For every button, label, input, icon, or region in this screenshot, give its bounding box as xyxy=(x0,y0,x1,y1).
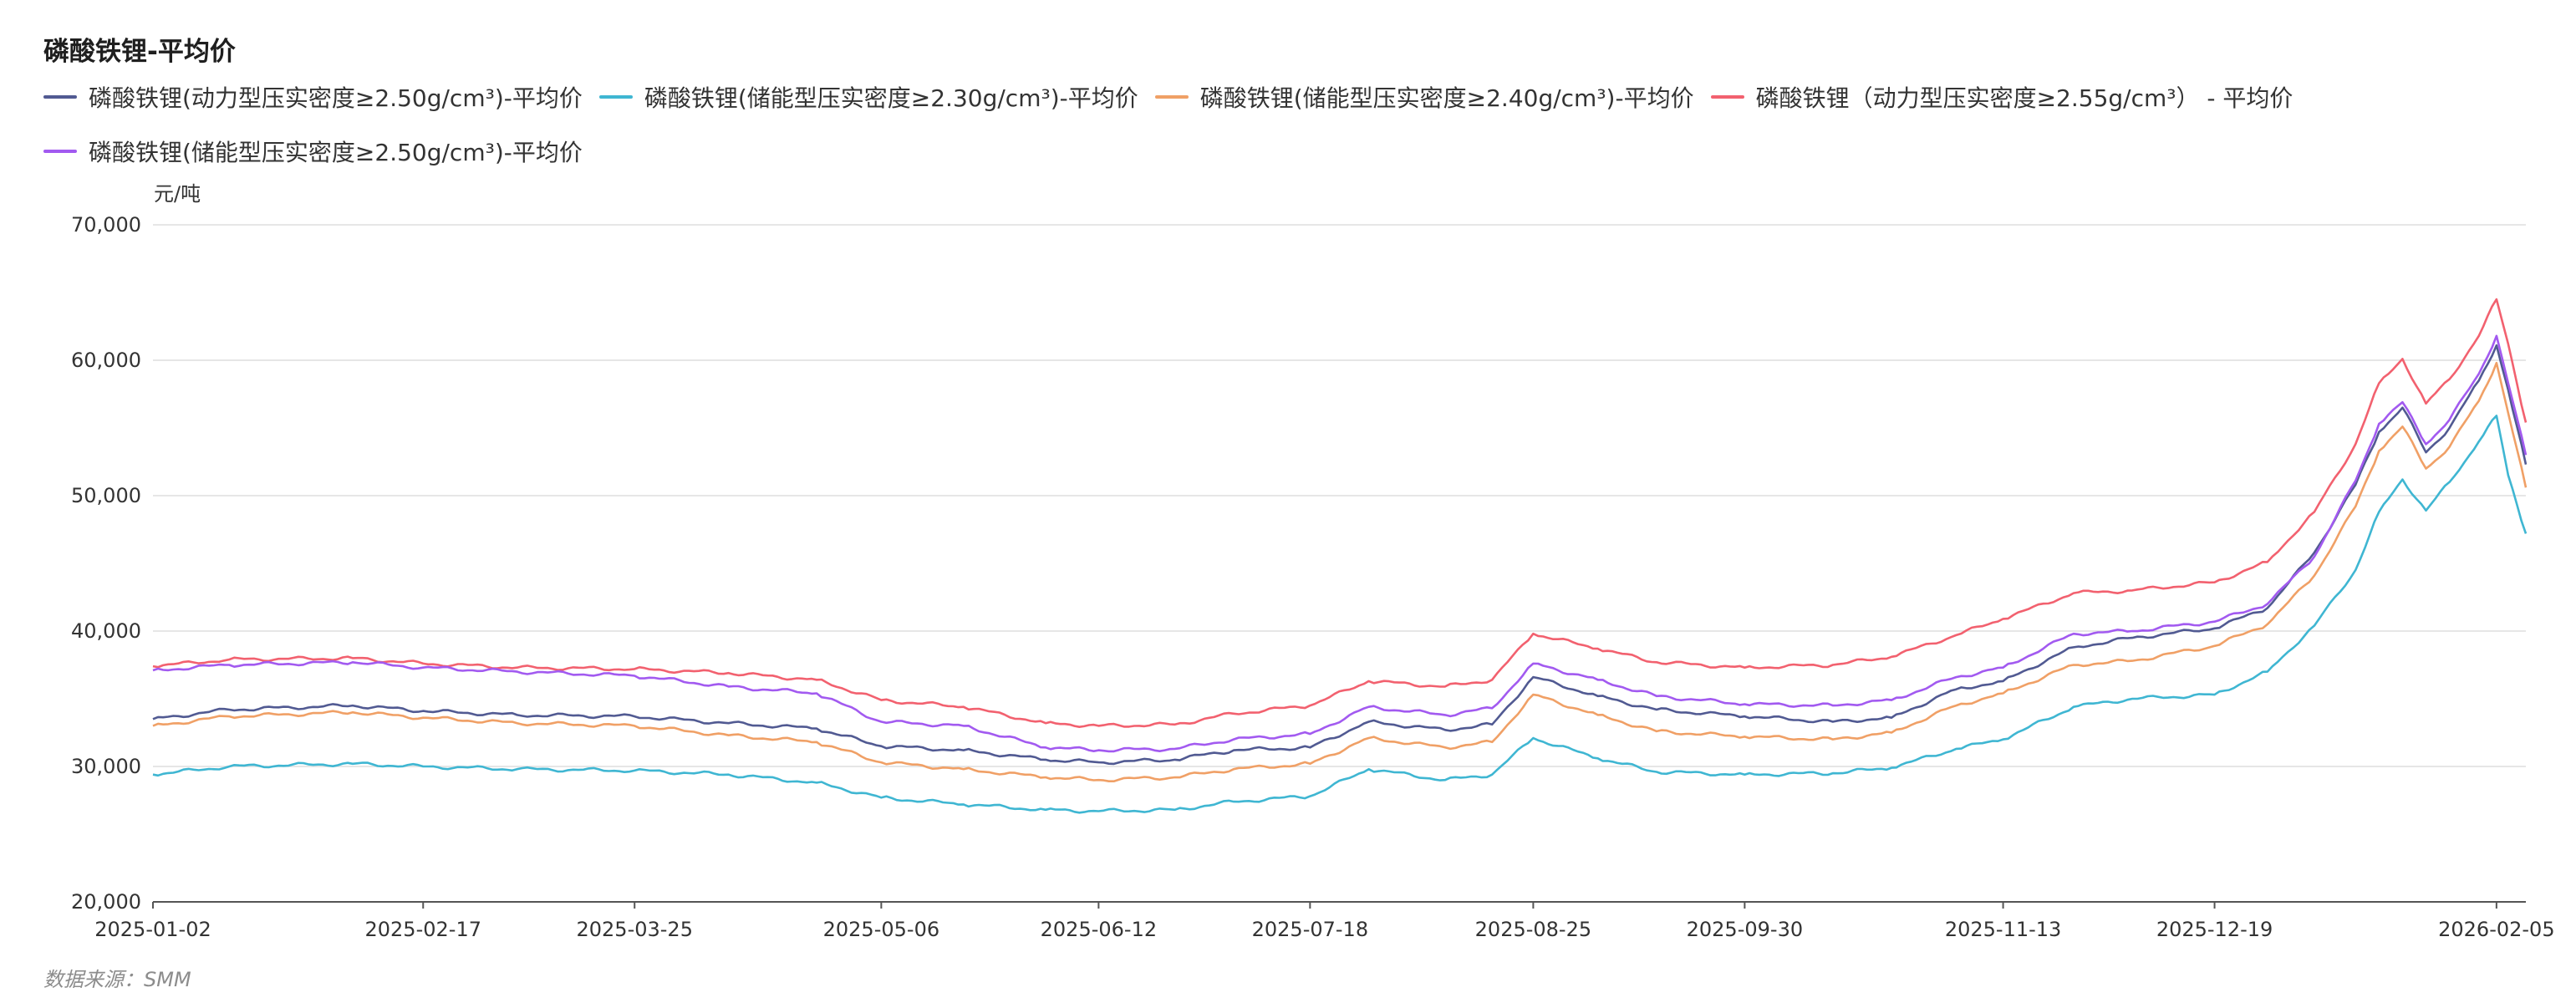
legend: 磷酸铁锂(动力型压实密度≥2.50g/cm³)-平均价 磷酸铁锂(储能型压实密度… xyxy=(43,80,2467,189)
series-line[interactable] xyxy=(152,361,2528,782)
x-tick-label: 2025-03-25 xyxy=(576,918,692,941)
y-tick-label: 60,000 xyxy=(71,349,141,372)
legend-item-power-250[interactable]: 磷酸铁锂(动力型压实密度≥2.50g/cm³)-平均价 xyxy=(43,80,583,114)
x-tick-label: 2026-02-05 xyxy=(2438,918,2554,941)
legend-swatch xyxy=(598,95,633,99)
legend-row: 磷酸铁锂(储能型压实密度≥2.50g/cm³)-平均价 xyxy=(43,135,2467,168)
x-tick-label: 2025-12-19 xyxy=(2156,918,2273,941)
x-tick-label: 2025-02-17 xyxy=(365,918,481,941)
legend-label: 磷酸铁锂（动力型压实密度≥2.55g/cm³） - 平均价 xyxy=(1755,84,2293,112)
legend-label: 磷酸铁锂(储能型压实密度≥2.50g/cm³)-平均价 xyxy=(89,139,583,166)
y-tick-label: 70,000 xyxy=(71,213,141,237)
x-tick-label: 2025-09-30 xyxy=(1687,918,1803,941)
legend-row: 磷酸铁锂(动力型压实密度≥2.50g/cm³)-平均价 磷酸铁锂(储能型压实密度… xyxy=(43,80,2467,114)
legend-swatch xyxy=(1154,95,1189,99)
chart-title: 磷酸铁锂-平均价 xyxy=(43,37,236,67)
x-tick-label: 2025-06-12 xyxy=(1041,918,1157,941)
legend-label: 磷酸铁锂(储能型压实密度≥2.40g/cm³)-平均价 xyxy=(1199,84,1694,112)
legend-label: 磷酸铁锂(储能型压实密度≥2.30g/cm³)-平均价 xyxy=(644,84,1138,112)
x-tick-label: 2025-07-18 xyxy=(1252,918,1368,941)
x-axis: 2025-01-02 2025-02-17 2025-03-25 2025-05-06… xyxy=(94,901,2555,941)
y-tick-label: 30,000 xyxy=(71,755,141,778)
series-line[interactable] xyxy=(152,334,2528,753)
series-lines xyxy=(152,298,2528,814)
y-axis-ticks: 20,000 30,000 40,000 50,000 60,000 70,000 xyxy=(71,213,141,914)
series-line[interactable] xyxy=(152,344,2528,766)
x-tick-label: 2025-11-13 xyxy=(1945,918,2061,941)
grid-lines xyxy=(153,224,2526,767)
y-tick-label: 50,000 xyxy=(71,484,141,507)
legend-item-power-255[interactable]: 磷酸铁锂（动力型压实密度≥2.55g/cm³） - 平均价 xyxy=(1710,80,2293,114)
x-tick-label: 2025-08-25 xyxy=(1475,918,1591,941)
y-tick-label: 20,000 xyxy=(71,890,141,914)
x-tick-label: 2025-01-02 xyxy=(94,918,211,941)
y-axis-unit: 元/吨 xyxy=(154,182,201,206)
series-line[interactable] xyxy=(152,415,2528,814)
legend-item-storage-250[interactable]: 磷酸铁锂(储能型压实密度≥2.50g/cm³)-平均价 xyxy=(43,135,583,168)
data-source: 数据来源：SMM xyxy=(43,968,191,991)
series-line[interactable] xyxy=(152,298,2528,728)
legend-item-storage-240[interactable]: 磷酸铁锂(储能型压实密度≥2.40g/cm³)-平均价 xyxy=(1154,80,1694,114)
y-tick-label: 40,000 xyxy=(71,619,141,643)
legend-swatch xyxy=(43,95,77,99)
legend-swatch xyxy=(43,150,77,153)
legend-swatch xyxy=(1710,95,1744,99)
legend-item-storage-230[interactable]: 磷酸铁锂(储能型压实密度≥2.30g/cm³)-平均价 xyxy=(598,80,1138,114)
x-tick-label: 2025-05-06 xyxy=(823,918,939,941)
legend-label: 磷酸铁锂(动力型压实密度≥2.50g/cm³)-平均价 xyxy=(89,84,583,112)
